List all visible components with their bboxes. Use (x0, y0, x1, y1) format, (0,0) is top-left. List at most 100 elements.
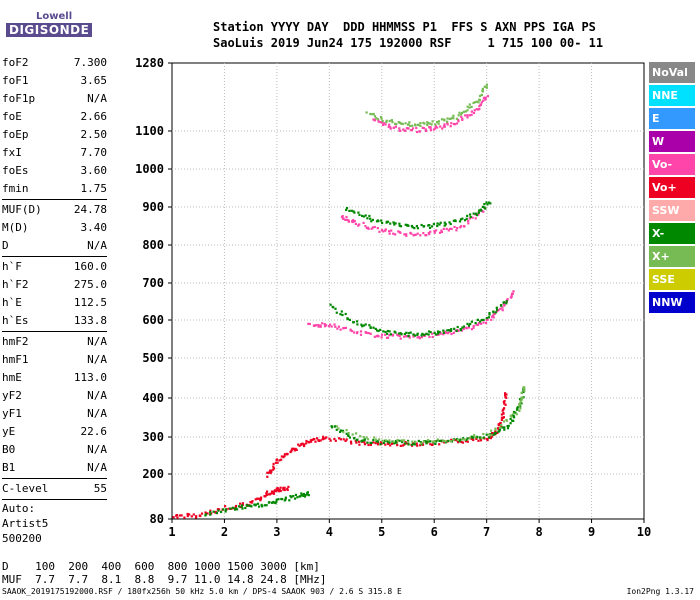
trace-point (419, 441, 422, 444)
trace-point (434, 125, 437, 128)
trace-point (224, 505, 227, 508)
trace-point (465, 327, 468, 330)
param-key: h`Es (2, 314, 29, 327)
trace-point (509, 417, 512, 420)
trace-point (443, 221, 446, 224)
trace-point (523, 387, 526, 390)
trace-point (364, 225, 367, 228)
trace-point (438, 223, 441, 226)
trace-point (419, 234, 422, 237)
trace-point (485, 83, 488, 86)
trace-point (419, 124, 422, 127)
param-key: yF1 (2, 407, 22, 420)
trace-point (398, 334, 401, 337)
trace-point (470, 105, 473, 108)
trace-point (480, 437, 483, 440)
trace-point (514, 411, 517, 414)
trace-point (234, 508, 237, 511)
trace-point (332, 306, 335, 309)
trace-point (484, 96, 487, 99)
param-row: B1 N/A (2, 459, 107, 477)
trace-point (278, 459, 281, 462)
trace-point (381, 439, 384, 442)
trace-point (260, 503, 263, 506)
trace-point (220, 510, 223, 513)
trace-point (416, 444, 419, 447)
trace-point (448, 330, 451, 333)
trace-point (296, 496, 299, 499)
trace-point (354, 222, 357, 225)
param-key: hmE (2, 371, 22, 384)
trace-point (233, 507, 236, 510)
trace-point (398, 222, 401, 225)
y-tick-label: 500 (142, 351, 164, 365)
trace-point (382, 330, 385, 333)
trace-point (461, 117, 464, 120)
trace-point (420, 334, 423, 337)
legend-nnw: NNW (649, 292, 695, 313)
trace-point (463, 438, 467, 441)
trace-point (418, 337, 421, 340)
trace-point (401, 441, 404, 444)
trace-point (380, 336, 383, 339)
trace-point (265, 492, 268, 495)
trace-point (411, 226, 414, 229)
trace-point (510, 415, 513, 418)
trace-point (431, 332, 434, 335)
trace-point (437, 120, 440, 123)
trace-point (215, 512, 218, 515)
trace-point (398, 129, 401, 132)
param-key: fxI (2, 146, 22, 159)
trace-point (389, 127, 392, 130)
trace-point (353, 437, 356, 440)
trace-point (276, 487, 279, 490)
trace-point (389, 222, 392, 225)
trace-point (419, 444, 422, 447)
trace-point (497, 427, 500, 430)
trace-point (502, 412, 505, 415)
trace-point (392, 440, 395, 443)
trace-point (490, 318, 493, 321)
legend-x: X+ (649, 246, 695, 267)
trace-point (503, 407, 506, 410)
y-tick-label: 300 (142, 430, 164, 444)
trace-point (443, 224, 446, 227)
trace-point (372, 118, 375, 121)
trace-point (470, 320, 473, 323)
trace-point (417, 439, 420, 442)
trace-point (482, 436, 485, 439)
trace-point (229, 507, 232, 510)
trace-point (408, 121, 411, 124)
trace-point (367, 332, 370, 335)
trace-point (356, 323, 359, 326)
param-row: foE 2.66 (2, 108, 107, 126)
trace-point (482, 99, 485, 102)
param-row: fmin 1.75 (2, 180, 107, 198)
trace-point (433, 331, 436, 334)
param-key: B0 (2, 443, 16, 456)
trace-point (403, 332, 406, 336)
trace-point (503, 304, 506, 307)
trace-point (381, 119, 384, 123)
y-tick-label: 700 (142, 276, 164, 290)
trace-point (476, 318, 479, 321)
trace-point (489, 434, 492, 437)
trace-point (317, 439, 320, 442)
trace-point (462, 437, 465, 440)
param-key: hmF1 (2, 353, 29, 366)
trace-point (481, 205, 485, 208)
trace-point (373, 436, 376, 439)
trace-point (482, 432, 485, 436)
trace-point (412, 335, 415, 338)
trace-point (305, 439, 308, 443)
trace-point (436, 222, 439, 225)
trace-point (410, 129, 413, 132)
param-key: hmF2 (2, 335, 29, 348)
trace-point (369, 112, 372, 116)
trace-point (450, 332, 453, 336)
trace-point (416, 333, 419, 336)
trace-point (334, 439, 337, 442)
trace-point (339, 328, 342, 331)
trace-point (183, 516, 186, 519)
trace-point (429, 440, 432, 443)
